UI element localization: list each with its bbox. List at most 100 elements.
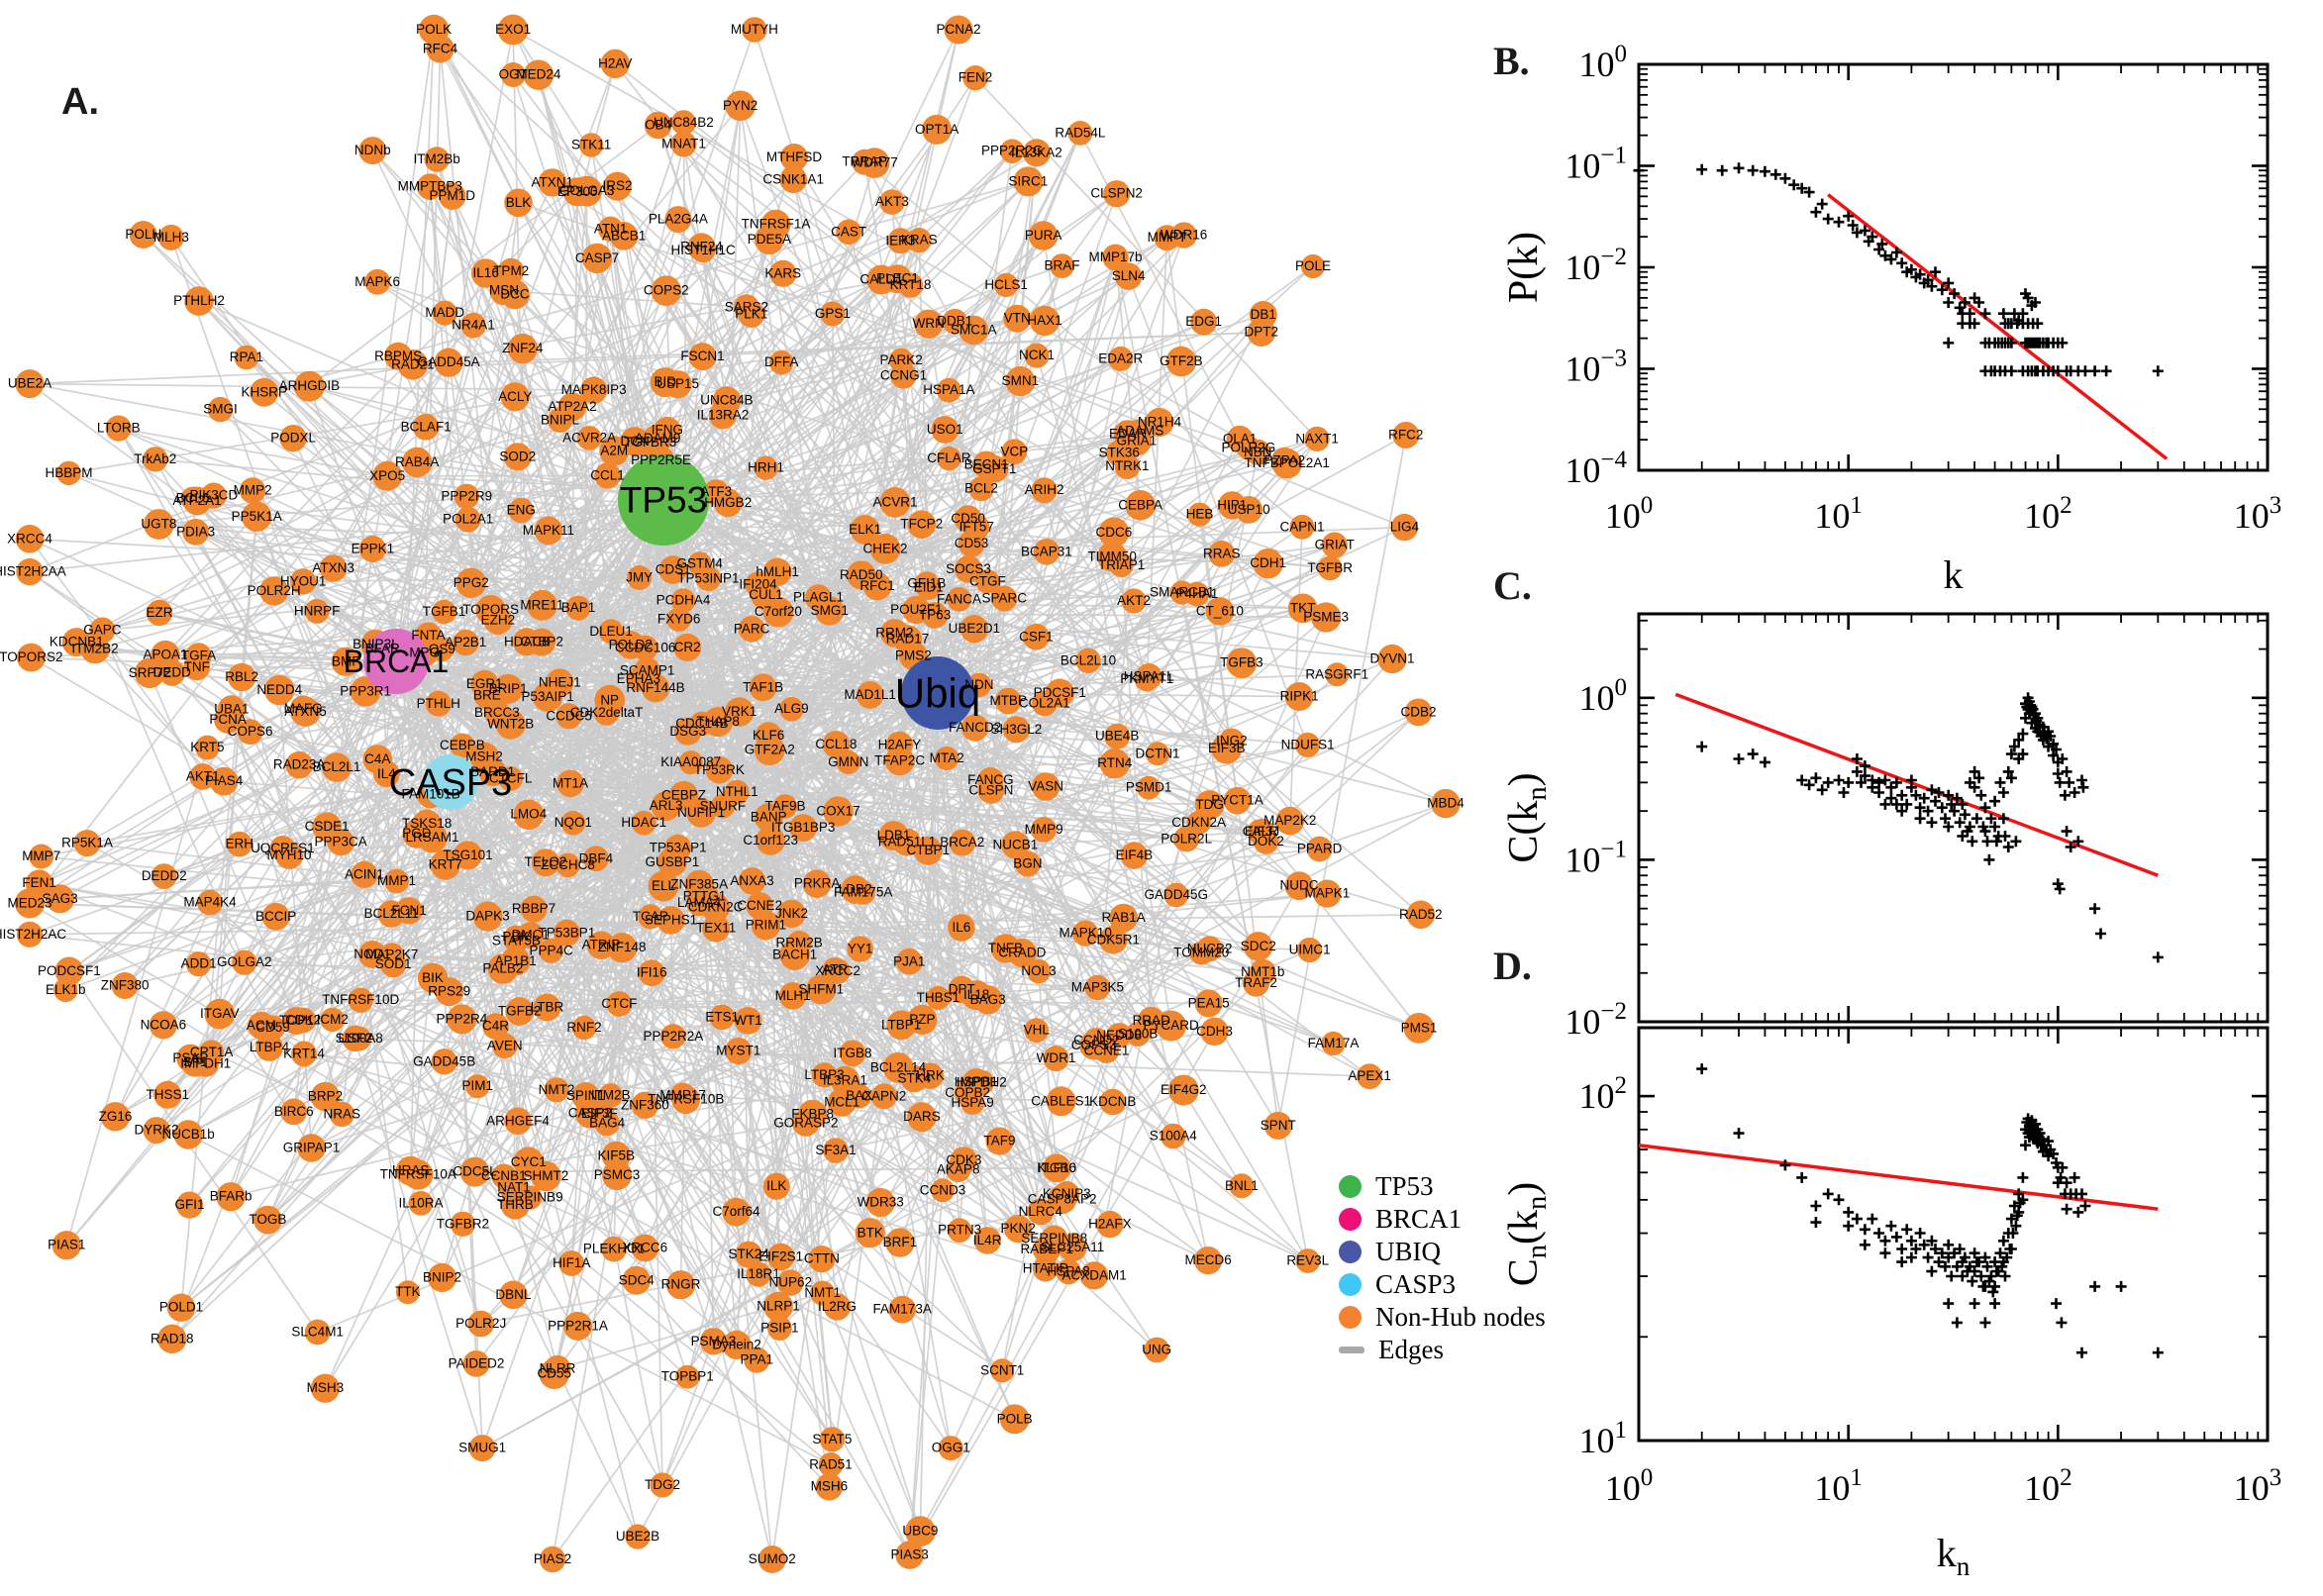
svg-text:PPARD: PPARD [1297,842,1343,856]
svg-text:TGFBR: TGFBR [1307,560,1353,575]
svg-text:TP53AP1: TP53AP1 [650,840,707,854]
svg-text:HIST2H2AC: HIST2H2AC [0,927,66,942]
svg-text:MAP4K4: MAP4K4 [183,895,237,910]
svg-text:BLK: BLK [506,195,532,210]
svg-text:POLH: POLH [125,227,161,242]
svg-text:FANCA: FANCA [937,591,981,606]
svg-text:NTRK1: NTRK1 [1105,458,1149,473]
svg-text:BRP2: BRP2 [308,1089,343,1104]
svg-text:hMLH1: hMLH1 [756,564,799,579]
svg-text:PODXL: PODXL [270,431,316,446]
svg-text:103: 103 [2234,492,2282,536]
svg-text:ITM2Bb: ITM2Bb [413,151,459,166]
svg-text:NMT1: NMT1 [804,1285,841,1300]
svg-text:HRAS: HRAS [392,1163,430,1178]
svg-text:SMG1: SMG1 [811,603,849,618]
svg-text:H2AFX: H2AFX [1088,1217,1132,1232]
svg-text:LTORB: LTORB [97,421,141,436]
svg-text:CSDE1: CSDE1 [305,819,350,834]
svg-text:PEA15: PEA15 [1188,995,1230,1010]
svg-text:TrkAb2: TrkAb2 [134,451,176,466]
svg-text:TOPORS: TOPORS [462,602,519,617]
svg-text:RAB1A: RAB1A [1101,910,1145,925]
axis-ticks-B [1637,62,2270,472]
svg-text:XRCC4: XRCC4 [7,531,52,546]
svg-text:HDAC1: HDAC1 [621,815,666,830]
svg-text:WDR77: WDR77 [852,155,898,170]
svg-text:RTN4: RTN4 [1097,755,1133,770]
svg-text:SRP72: SRP72 [129,665,171,680]
svg-text:RFC2: RFC2 [1388,428,1423,443]
svg-text:PDE5A: PDE5A [748,232,791,247]
svg-text:GUSBP1: GUSBP1 [646,854,700,869]
svg-text:GTF2B: GTF2B [1160,353,1203,368]
svg-text:PALB2: PALB2 [482,961,523,976]
svg-text:DLEU1: DLEU1 [589,624,633,639]
svg-text:GPS1: GPS1 [815,306,851,321]
svg-text:VCP: VCP [1001,444,1029,458]
svg-text:EDG1: EDG1 [1185,314,1222,329]
svg-text:TAF9B: TAF9B [764,799,805,814]
svg-text:RAD18: RAD18 [151,1331,194,1346]
svg-text:PSIP1: PSIP1 [760,1321,798,1336]
svg-text:EXO1: EXO1 [495,22,531,37]
svg-text:GSPT1: GSPT1 [972,461,1016,476]
svg-text:PIAS1: PIAS1 [48,1238,85,1252]
svg-text:OGT: OGT [499,67,528,82]
svg-text:TOPORS2: TOPORS2 [0,649,63,664]
svg-text:PLAGL1: PLAGL1 [793,590,844,605]
svg-text:PPP3CA: PPP3CA [314,835,366,849]
svg-text:CDB2: CDB2 [1400,704,1436,719]
svg-text:PMS1: PMS1 [1401,1020,1438,1035]
svg-text:STAT5: STAT5 [812,1432,852,1446]
svg-text:ATN1: ATN1 [594,221,628,236]
svg-text:COPS2: COPS2 [644,283,689,298]
svg-text:10−2: 10−2 [1565,998,1627,1042]
svg-text:BCL2: BCL2 [964,481,998,496]
node-swatch-icon [1339,1208,1362,1231]
svg-text:BCL6: BCL6 [176,491,210,506]
svg-text:SMGI: SMGI [203,402,238,417]
svg-text:USP10: USP10 [1228,502,1270,517]
legend-item-brca1: BRCA1 [1339,1203,1546,1236]
panel-label-a: A. [61,81,99,123]
svg-text:CAST: CAST [831,224,866,239]
hub-node-brca1 [363,629,429,694]
svg-text:TELO2: TELO2 [525,854,567,869]
legend-item-nonhub: Non-Hub nodes [1339,1301,1546,1334]
svg-text:NMT1b: NMT1b [1241,964,1284,979]
svg-text:CEBPB: CEBPB [440,738,485,752]
svg-text:CDKN2A: CDKN2A [1171,815,1226,830]
svg-text:LMO4: LMO4 [510,807,547,822]
svg-text:NP: NP [600,692,619,707]
svg-text:ARHGEF4: ARHGEF4 [486,1113,550,1128]
svg-text:BCLAF1: BCLAF1 [401,419,452,434]
svg-text:BIK: BIK [422,970,444,985]
svg-text:HCLS1: HCLS1 [984,277,1028,292]
svg-text:102: 102 [2024,1464,2072,1508]
svg-text:CTTN: CTTN [804,1251,840,1266]
svg-text:SCAMP1: SCAMP1 [620,663,675,678]
legend-item-label: Non-Hub nodes [1375,1302,1546,1332]
svg-text:GORASP2: GORASP2 [773,1115,838,1130]
svg-text:IL13RA2: IL13RA2 [697,408,750,423]
legend-item-label: BRCA1 [1375,1204,1463,1234]
svg-text:TOPBP1: TOPBP1 [661,1369,714,1384]
svg-text:POLD1: POLD1 [159,1300,203,1315]
svg-text:FEN1: FEN1 [22,875,56,890]
hub-label-tp53: TP53 [620,480,707,521]
svg-text:GFI1B: GFI1B [907,576,946,591]
svg-text:P(k): P(k) [1501,232,1547,303]
svg-text:VASN: VASN [1028,779,1063,794]
svg-text:RPA1: RPA1 [230,349,263,364]
svg-text:TAF9: TAF9 [983,1134,1015,1148]
svg-text:NCK1: NCK1 [1019,348,1055,362]
svg-text:NDUFS1: NDUFS1 [1281,737,1335,751]
svg-text:WDR16: WDR16 [1161,228,1207,243]
svg-text:DFFA: DFFA [764,354,799,369]
svg-text:MECD6: MECD6 [1184,1252,1231,1267]
svg-text:MRE11: MRE11 [520,597,563,612]
legend-item-label: Edges [1378,1335,1444,1364]
